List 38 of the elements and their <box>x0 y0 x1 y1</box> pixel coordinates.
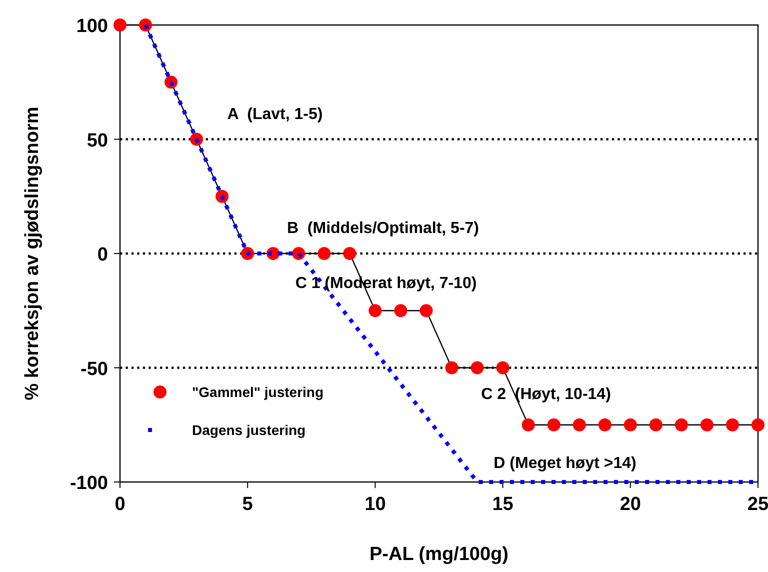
annotation: D (Meget høyt >14) <box>494 455 636 472</box>
point <box>394 304 408 318</box>
y-tick-label: 0 <box>97 244 108 266</box>
legend-label: "Gammel" justering <box>192 384 324 400</box>
y-tick-label: -100 <box>70 473 108 494</box>
x-tick-label: 5 <box>242 494 254 515</box>
x-tick-label: 0 <box>114 494 126 515</box>
y-axis-title: % korreksjon av gjødslingsnorm <box>22 106 43 400</box>
point <box>368 304 382 318</box>
annotation: B (Middels/Optimalt, 5-7) <box>286 220 480 237</box>
point <box>572 418 586 432</box>
point <box>624 418 637 432</box>
point <box>752 418 764 432</box>
point <box>726 418 739 432</box>
point <box>649 418 662 432</box>
point <box>470 361 484 374</box>
y-tick-label: 100 <box>76 16 108 37</box>
point <box>445 361 458 374</box>
x-tick-label: 25 <box>747 494 768 515</box>
y-tick-label: -50 <box>80 358 108 380</box>
point <box>598 418 612 432</box>
point <box>114 18 126 32</box>
annotation: A (Lavt, 1-5) <box>227 106 323 123</box>
x-tick-label: 15 <box>492 494 514 515</box>
point <box>343 247 356 260</box>
point <box>674 418 688 432</box>
legend-label: Dagens justering <box>192 422 306 438</box>
x-axis-title: P-AL (mg/100g) <box>369 544 509 565</box>
point <box>318 247 331 260</box>
point <box>420 304 433 318</box>
y-tick-label: 50 <box>86 130 108 152</box>
point <box>496 361 510 374</box>
point <box>522 418 535 432</box>
x-tick-label: 10 <box>364 494 386 515</box>
x-tick-label: 20 <box>620 494 641 515</box>
annotation: C 2 (Høyt, 10-14) <box>481 386 611 403</box>
point <box>700 418 714 432</box>
point <box>547 418 560 432</box>
